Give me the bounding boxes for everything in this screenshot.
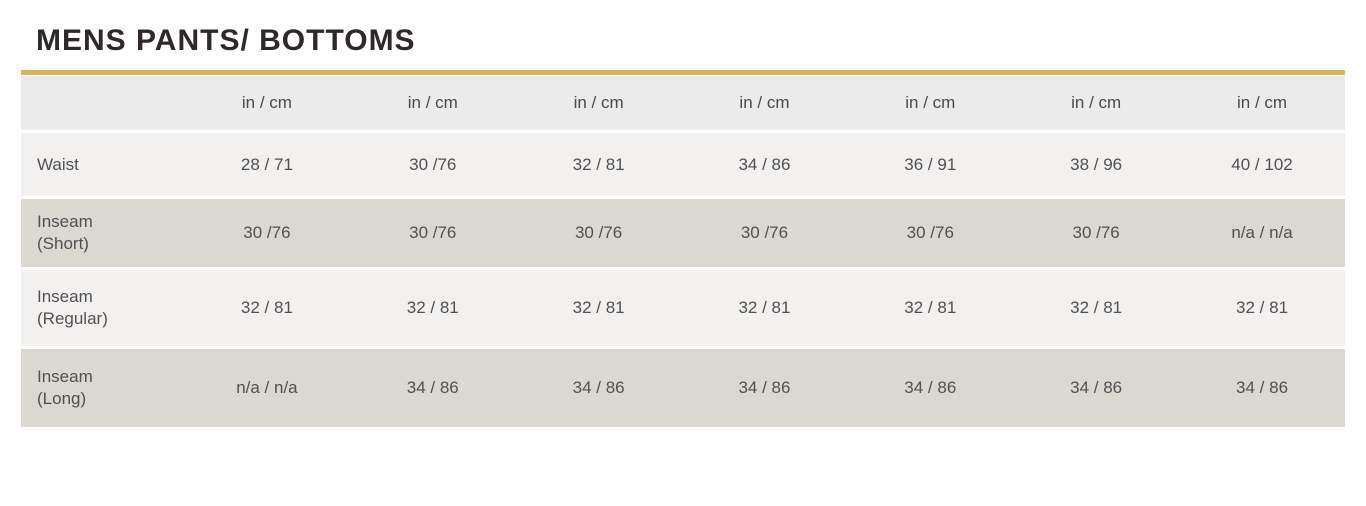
table-row-inseam-short: Inseam (Short) 30 /76 30 /76 30 /76 30 /… bbox=[21, 199, 1345, 267]
size-chart-table: in / cm in / cm in / cm in / cm in / cm … bbox=[21, 73, 1345, 430]
unit-header: in / cm bbox=[515, 76, 682, 130]
size-cell: 34 / 86 bbox=[681, 133, 848, 196]
size-cell: 34 / 86 bbox=[847, 349, 1014, 427]
size-cell: n/a / n/a bbox=[1179, 199, 1345, 267]
unit-header-spacer bbox=[21, 76, 184, 130]
table-row-inseam-regular: Inseam (Regular) 32 / 81 32 / 81 32 / 81… bbox=[21, 270, 1345, 346]
unit-header: in / cm bbox=[847, 76, 1014, 130]
row-label-line2: (Regular) bbox=[37, 309, 108, 328]
size-cell: 34 / 86 bbox=[1179, 349, 1345, 427]
size-cell: 32 / 81 bbox=[681, 270, 848, 346]
size-cell: 28 / 71 bbox=[184, 133, 350, 196]
size-cell: 30 /76 bbox=[349, 133, 516, 196]
size-cell: 34 / 86 bbox=[1013, 349, 1180, 427]
title-accent-rule bbox=[21, 70, 1345, 75]
size-cell: 38 / 96 bbox=[1013, 133, 1180, 196]
size-chart-page: MENS PANTS/ BOTTOMS in / cm in / cm in /… bbox=[0, 24, 1366, 506]
size-cell: 32 / 81 bbox=[515, 133, 682, 196]
unit-header: in / cm bbox=[681, 76, 848, 130]
size-cell: 32 / 81 bbox=[515, 270, 682, 346]
size-cell: 40 / 102 bbox=[1179, 133, 1345, 196]
size-cell: 32 / 81 bbox=[1013, 270, 1180, 346]
row-label: Waist bbox=[21, 133, 184, 196]
row-label: Inseam (Short) bbox=[21, 199, 184, 267]
size-cell: 32 / 81 bbox=[847, 270, 1014, 346]
row-label-line1: Inseam bbox=[37, 212, 93, 232]
size-cell: 32 / 81 bbox=[349, 270, 516, 346]
row-label-line1: Inseam bbox=[37, 367, 93, 387]
size-cell: 34 / 86 bbox=[681, 349, 848, 427]
unit-header: in / cm bbox=[1179, 76, 1345, 130]
size-cell: 34 / 86 bbox=[515, 349, 682, 427]
size-cell: 30 /76 bbox=[349, 199, 516, 267]
size-cell: 32 / 81 bbox=[1179, 270, 1345, 346]
row-label: Inseam (Long) bbox=[21, 349, 184, 427]
page-title: MENS PANTS/ BOTTOMS bbox=[36, 24, 416, 57]
row-label-line2: (Short) bbox=[37, 234, 89, 253]
size-cell: 34 / 86 bbox=[349, 349, 516, 427]
unit-header: in / cm bbox=[1013, 76, 1180, 130]
size-cell: 30 /76 bbox=[681, 199, 848, 267]
size-cell: 36 / 91 bbox=[847, 133, 1014, 196]
size-cell: 32 / 81 bbox=[184, 270, 350, 346]
row-label-line1: Inseam bbox=[37, 287, 93, 307]
row-label: Inseam (Regular) bbox=[21, 270, 184, 346]
size-cell: 30 /76 bbox=[847, 199, 1014, 267]
table-row-waist: Waist 28 / 71 30 /76 32 / 81 34 / 86 36 … bbox=[21, 133, 1345, 196]
size-cell: n/a / n/a bbox=[184, 349, 350, 427]
table-row-inseam-long: Inseam (Long) n/a / n/a 34 / 86 34 / 86 … bbox=[21, 349, 1345, 427]
row-label-line2: (Long) bbox=[37, 389, 87, 408]
unit-header: in / cm bbox=[184, 76, 350, 130]
unit-header: in / cm bbox=[349, 76, 516, 130]
size-cell: 30 /76 bbox=[1013, 199, 1180, 267]
size-cell: 30 /76 bbox=[184, 199, 350, 267]
size-cell: 30 /76 bbox=[515, 199, 682, 267]
row-label-line1: Waist bbox=[37, 154, 79, 174]
unit-header-row: in / cm in / cm in / cm in / cm in / cm … bbox=[21, 76, 1345, 130]
